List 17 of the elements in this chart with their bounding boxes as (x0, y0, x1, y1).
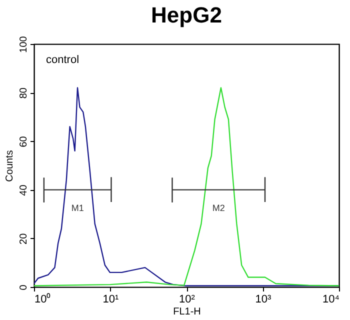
y-tick-label: 100 (18, 36, 30, 53)
x-tick-label: 10² (179, 294, 196, 306)
y-tick-label: 20 (18, 232, 30, 244)
x-tick-label: 10⁰ (34, 292, 51, 306)
y-tick-label: 80 (18, 87, 30, 99)
x-tick-label: 10³ (255, 294, 272, 306)
y-axis-title: Counts (4, 150, 16, 182)
annotation: control (46, 54, 80, 66)
series-label: M2 (212, 202, 225, 213)
x-tick-label: 10¹ (102, 294, 120, 306)
x-axis-title: FL1-H (173, 306, 201, 318)
series-label: M1 (71, 202, 84, 213)
y-tick-label: 40 (18, 184, 30, 196)
y-tick-label: 0 (18, 284, 30, 290)
chart-title: HepG2 (151, 2, 222, 28)
x-tick-label: 10⁴ (322, 294, 340, 306)
y-tick-label: 60 (18, 136, 30, 148)
